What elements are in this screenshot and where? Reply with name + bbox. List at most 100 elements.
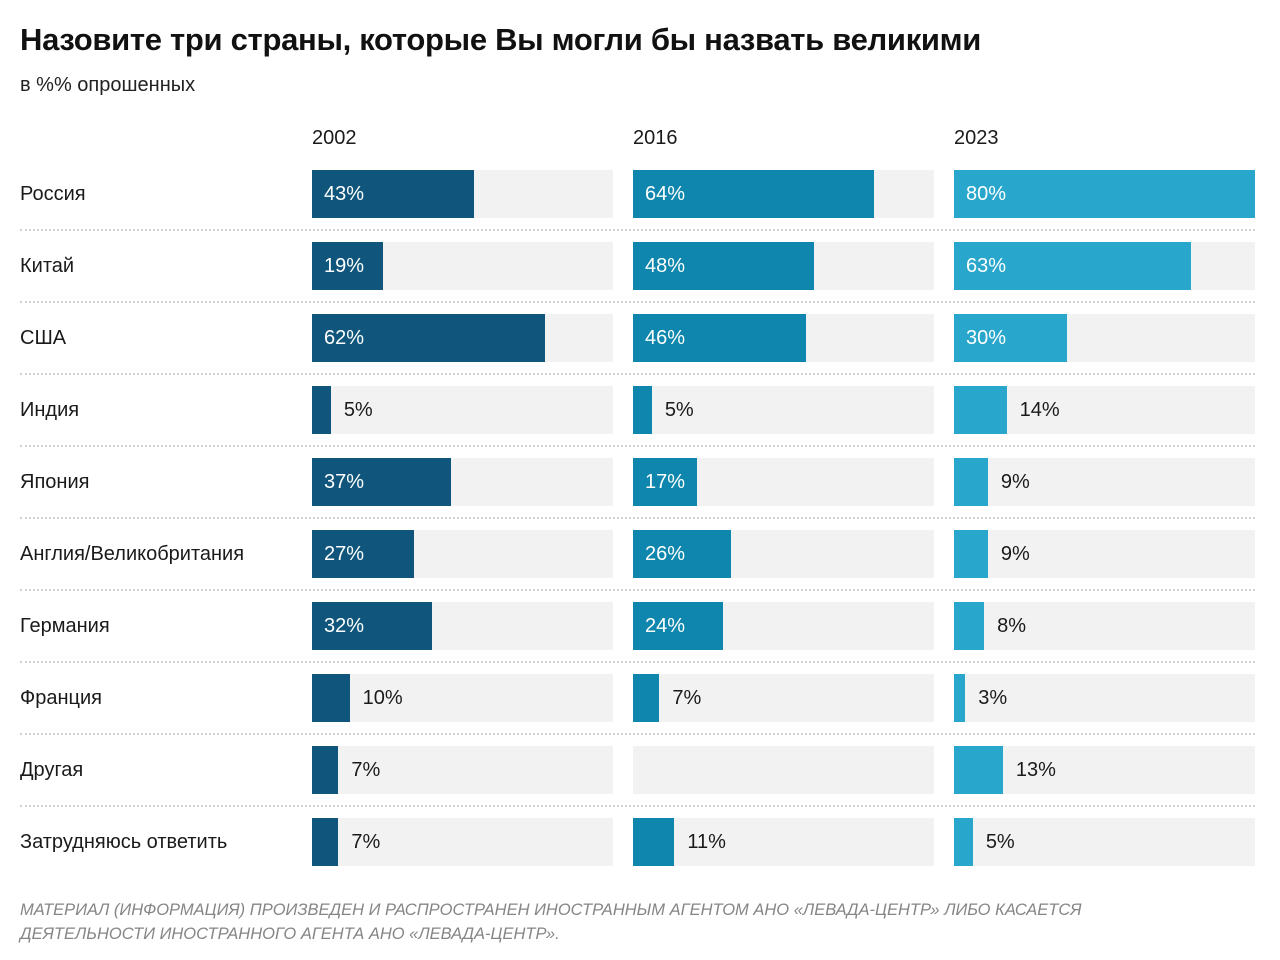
chart-row: Германия 32% 24% 8% bbox=[20, 589, 1255, 661]
bar-2002 bbox=[312, 818, 339, 866]
bar-2023 bbox=[954, 746, 1003, 794]
bar-value-label: 13% bbox=[1015, 758, 1056, 781]
bar-2023 bbox=[954, 674, 966, 722]
bar-cell-2016: 11% bbox=[633, 818, 934, 866]
row-label: Китай bbox=[20, 254, 75, 277]
bar-value-label: 43% bbox=[324, 182, 365, 205]
bar-value-label: 48% bbox=[645, 254, 686, 277]
foreign-agent-disclaimer: МАТЕРИАЛ (ИНФОРМАЦИЯ) ПРОИЗВЕДЕН И РАСПР… bbox=[20, 901, 1082, 943]
bar-2016: 48% bbox=[633, 242, 814, 290]
bar-cell-2023: 8% bbox=[954, 602, 1255, 650]
row-label: Россия bbox=[20, 182, 86, 205]
bar-cell-2023: 3% bbox=[954, 674, 1255, 722]
row-label: Индия bbox=[20, 398, 80, 421]
bar-cell-2002: 37% bbox=[312, 458, 613, 506]
bar-2023 bbox=[954, 530, 988, 578]
bar-2002: 27% bbox=[312, 530, 414, 578]
bar-track: 7% bbox=[312, 746, 613, 794]
row-label: Затрудняюсь ответить bbox=[20, 830, 228, 853]
bar-value-label: 7% bbox=[351, 758, 381, 781]
year-header-2016: 2016 bbox=[633, 127, 678, 149]
bar-2002: 62% bbox=[312, 314, 546, 362]
bar-cell-2002: 62% bbox=[312, 314, 613, 362]
bar-cell-2002: 5% bbox=[312, 386, 613, 434]
bar-track: 11% bbox=[633, 818, 934, 866]
bar-value-label: 3% bbox=[978, 686, 1008, 709]
bar-value-label: 80% bbox=[966, 182, 1007, 205]
bar-2023: 80% bbox=[954, 170, 1255, 218]
bar-2002: 43% bbox=[312, 170, 474, 218]
bar-2002 bbox=[312, 746, 339, 794]
bar-track: 14% bbox=[954, 386, 1255, 434]
bar-value-label: 19% bbox=[324, 254, 365, 277]
bar-track: 46% bbox=[633, 314, 934, 362]
bar-track: 5% bbox=[312, 386, 613, 434]
row-label: Англия/Великобритания bbox=[20, 542, 245, 565]
bar-track: 32% bbox=[312, 602, 613, 650]
bar-value-label: 62% bbox=[324, 326, 365, 349]
bar-track: 64% bbox=[633, 170, 934, 218]
bar-track: 10% bbox=[312, 674, 613, 722]
bar-value-label: 46% bbox=[645, 326, 686, 349]
bar-value-label: 7% bbox=[672, 686, 702, 709]
bar-cell-2023: 80% bbox=[954, 170, 1255, 218]
bar-value-label: 5% bbox=[343, 398, 373, 421]
bar-cell-2016: 5% bbox=[633, 386, 934, 434]
bar-track: 37% bbox=[312, 458, 613, 506]
bar-track: 3% bbox=[954, 674, 1255, 722]
bar-2002: 37% bbox=[312, 458, 452, 506]
bar-2002 bbox=[312, 386, 331, 434]
bar-2023 bbox=[954, 458, 988, 506]
bar-cell-2016: 7% bbox=[633, 674, 934, 722]
bar-cell-2002: 7% bbox=[312, 746, 613, 794]
bar-value-label: 9% bbox=[1000, 470, 1030, 493]
bar-track: 5% bbox=[633, 386, 934, 434]
chart-row: Другая 7% 13% bbox=[20, 733, 1255, 805]
chart-row: Индия 5% 5% 14% bbox=[20, 373, 1255, 445]
bar-cell-2023: 13% bbox=[954, 746, 1255, 794]
bar-cell-2023: 9% bbox=[954, 458, 1255, 506]
row-label: Германия bbox=[20, 614, 110, 637]
bar-value-label: 37% bbox=[324, 470, 365, 493]
row-label: Другая bbox=[20, 758, 84, 781]
chart-row: Япония 37% 17% 9% bbox=[20, 445, 1255, 517]
bar-2002 bbox=[312, 674, 350, 722]
bar-track: 9% bbox=[954, 530, 1255, 578]
bar-value-label: 5% bbox=[985, 830, 1015, 853]
bar-track: 9% bbox=[954, 458, 1255, 506]
bar-2023: 63% bbox=[954, 242, 1192, 290]
bar-track: 19% bbox=[312, 242, 613, 290]
bar-cell-2023: 30% bbox=[954, 314, 1255, 362]
bar-track: 48% bbox=[633, 242, 934, 290]
row-label: Япония bbox=[20, 470, 90, 493]
chart-rows: Россия 43% 64% 80% Китай 19% 48% 63% США 62% 46% 30… bbox=[20, 159, 1255, 877]
bar-cell-2002: 7% bbox=[312, 818, 613, 866]
bar-track: 63% bbox=[954, 242, 1255, 290]
bar-2016 bbox=[633, 386, 652, 434]
bar-cell-2002: 27% bbox=[312, 530, 613, 578]
bar-track: 27% bbox=[312, 530, 613, 578]
bar-track: 7% bbox=[633, 674, 934, 722]
bar-2023 bbox=[954, 818, 973, 866]
bar-track: 62% bbox=[312, 314, 613, 362]
bar-value-label: 14% bbox=[1019, 398, 1060, 421]
bar-2016: 26% bbox=[633, 530, 731, 578]
bar-value-label: 30% bbox=[966, 326, 1007, 349]
bar-value-label: 63% bbox=[966, 254, 1007, 277]
bar-cell-2023: 5% bbox=[954, 818, 1255, 866]
bar-value-label: 32% bbox=[324, 614, 365, 637]
bar-cell-2016: 17% bbox=[633, 458, 934, 506]
row-label: США bbox=[20, 326, 67, 349]
bar-value-label: 8% bbox=[997, 614, 1026, 637]
chart-row: Англия/Великобритания 27% 26% 9% bbox=[20, 517, 1255, 589]
bar-cell-2023: 14% bbox=[954, 386, 1255, 434]
page-title: Назовите три страны, которые Вы могли бы… bbox=[20, 22, 982, 57]
bar-value-label: 27% bbox=[324, 542, 365, 565]
bar-value-label: 17% bbox=[645, 470, 686, 493]
bar-track: 13% bbox=[954, 746, 1255, 794]
row-label: Франция bbox=[20, 686, 102, 709]
chart-row: Россия 43% 64% 80% bbox=[20, 159, 1255, 229]
bar-2002: 19% bbox=[312, 242, 384, 290]
chart-row: Затрудняюсь ответить 7% 11% 5% bbox=[20, 805, 1255, 877]
